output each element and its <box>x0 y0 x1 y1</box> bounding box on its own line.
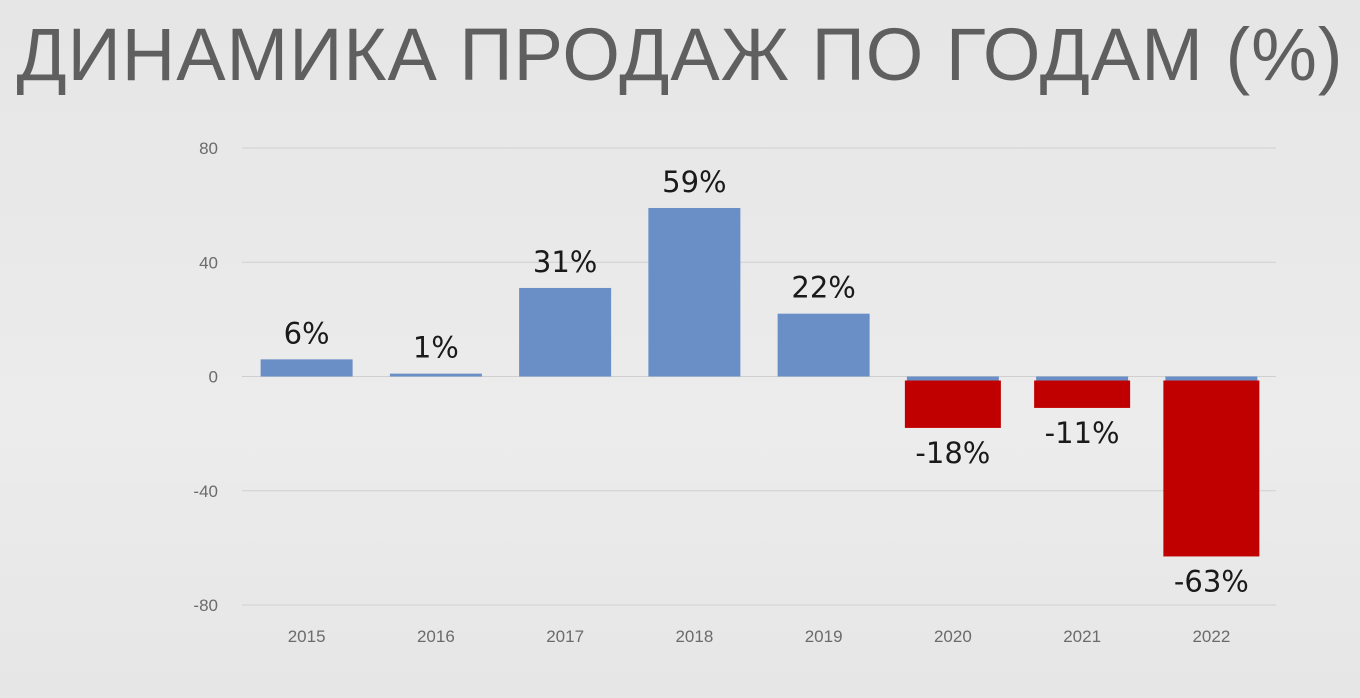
x-axis-ticks: 2015 2016 2017 2018 2019 2020 2021 2022 <box>288 627 1231 646</box>
x-tick-label: 2020 <box>934 627 972 646</box>
bar-cap-2020 <box>906 376 999 381</box>
y-tick-label: 0 <box>209 368 218 387</box>
y-tick-label: 80 <box>199 139 218 158</box>
data-label-2020: -18% <box>915 436 990 470</box>
bar-2016 <box>389 373 482 377</box>
bar-2019 <box>777 313 870 377</box>
y-tick-label: 40 <box>199 253 218 272</box>
bar-2017 <box>519 287 612 377</box>
bar-2020 <box>904 380 1001 428</box>
x-tick-label: 2022 <box>1192 627 1230 646</box>
x-tick-label: 2016 <box>417 627 455 646</box>
bar-cap-2021 <box>1036 376 1129 381</box>
x-tick-label: 2019 <box>805 627 843 646</box>
x-tick-label: 2018 <box>675 627 713 646</box>
bars <box>260 207 1260 557</box>
data-label-2019: 22% <box>791 271 855 305</box>
data-label-2016: 1% <box>413 331 459 365</box>
bar-2015 <box>260 359 353 377</box>
data-label-2018: 59% <box>662 165 726 199</box>
bar-cap-2022 <box>1165 376 1258 381</box>
x-tick-label: 2015 <box>288 627 326 646</box>
y-tick-label: -40 <box>193 482 218 501</box>
data-label-2015: 6% <box>284 316 330 350</box>
data-label-2017: 31% <box>533 245 597 279</box>
data-label-2021: -11% <box>1045 416 1120 450</box>
y-axis-ticks: 80 40 0 -40 -80 <box>193 139 218 615</box>
data-label-2022: -63% <box>1174 564 1249 598</box>
y-tick-label: -80 <box>193 596 218 615</box>
x-tick-label: 2017 <box>546 627 584 646</box>
bar-2022 <box>1163 380 1260 557</box>
bar-2018 <box>648 207 741 377</box>
data-labels: 6% 1% 31% 59% 22% -18% -11% -63% <box>284 165 1249 598</box>
x-tick-label: 2021 <box>1063 627 1101 646</box>
chart-title: ДИНАМИКА ПРОДАЖ ПО ГОДАМ (%) <box>16 13 1344 96</box>
bar-2021 <box>1034 380 1131 408</box>
